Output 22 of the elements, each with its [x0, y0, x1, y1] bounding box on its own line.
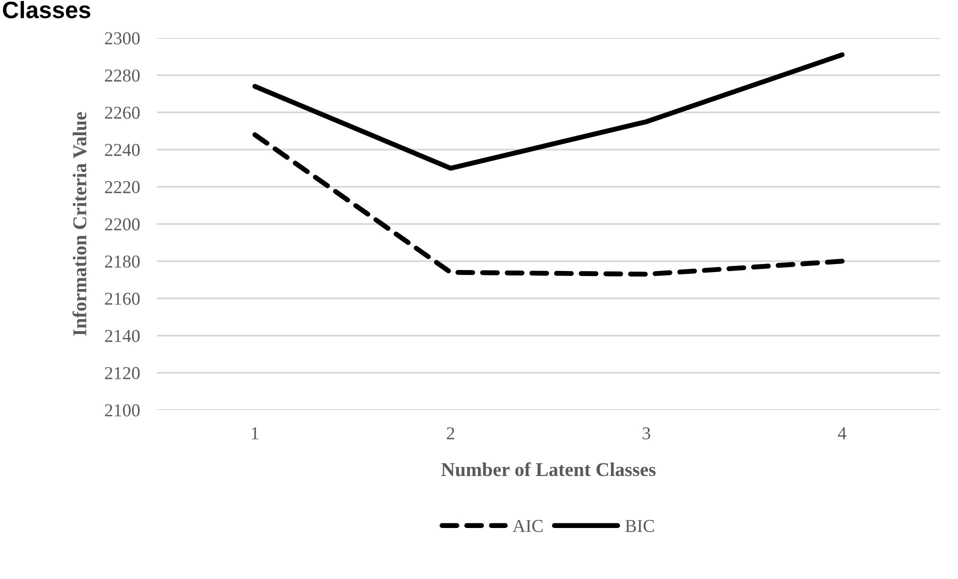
y-tick-label: 2140 — [105, 330, 140, 342]
y-tick-label: 2260 — [105, 106, 140, 119]
y-axis-title: Information Criteria Value — [72, 112, 86, 336]
x-tick-label: 1 — [252, 427, 258, 440]
chart-title: Classes — [2, 0, 90, 18]
y-tick-label: 2280 — [105, 69, 140, 82]
y-tick-label: 2100 — [105, 404, 140, 416]
y-tick-label: 2240 — [105, 144, 140, 156]
y-tick-label: 2220 — [105, 181, 140, 194]
line-series — [252, 132, 845, 277]
legend-label: AIC — [512, 520, 543, 532]
legend-label: BIC — [625, 520, 654, 532]
x-tick-label: 2 — [446, 427, 454, 440]
y-tick-label: 2200 — [105, 218, 140, 230]
y-tick-label: 2180 — [105, 255, 140, 268]
line-series — [252, 52, 845, 171]
x-tick-label: 4 — [838, 427, 846, 440]
y-tick-label: 2300 — [105, 32, 140, 44]
y-tick-label: 2160 — [105, 292, 140, 305]
x-tick-label: 3 — [642, 427, 650, 440]
y-tick-label: 2120 — [105, 367, 140, 380]
x-axis-title: Number of Latent Classes — [441, 462, 656, 476]
